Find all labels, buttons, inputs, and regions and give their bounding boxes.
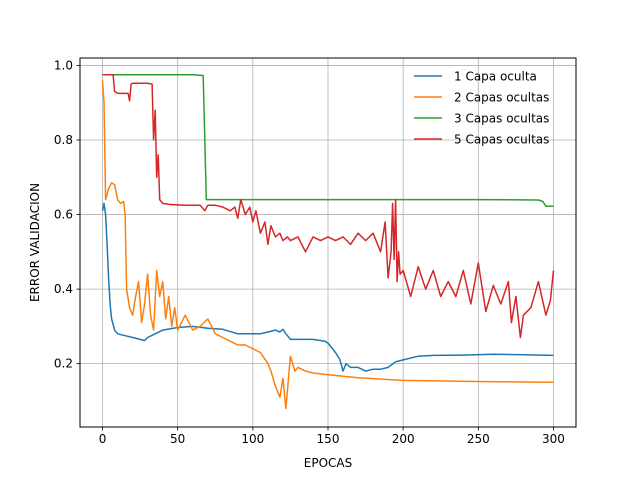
- y-tick-label: 1.0: [54, 58, 73, 72]
- legend-label: 5 Capas ocultas: [454, 133, 549, 147]
- y-tick-label: 0.2: [54, 357, 73, 371]
- series-line-3: [102, 74, 554, 208]
- x-tick-label: 250: [467, 432, 490, 446]
- legend: 1 Capa oculta 2 Capas ocultas 3 Capas ocul…: [414, 70, 549, 147]
- series-line-2: [101, 80, 554, 410]
- legend-label: 3 Capas ocultas: [454, 112, 549, 126]
- series-lines: [101, 74, 555, 410]
- x-tick-label: 0: [99, 432, 107, 446]
- axis-ticks: 0 50 100 150 200 250 300 0.2 0.4 0.6 0.8 1.0: [54, 58, 565, 446]
- series-line-1: [101, 202, 554, 372]
- series-line-4: [102, 74, 555, 339]
- y-tick-label: 0.6: [54, 208, 73, 222]
- legend-label: 1 Capa oculta: [454, 70, 537, 84]
- y-tick-label: 0.8: [54, 133, 73, 147]
- y-axis-label: ERROR VALIDACION: [28, 183, 42, 302]
- y-tick-label: 0.4: [54, 282, 73, 296]
- x-tick-label: 150: [317, 432, 340, 446]
- legend-label: 2 Capas ocultas: [454, 91, 549, 105]
- x-tick-label: 100: [241, 432, 264, 446]
- x-tick-label: 300: [542, 432, 565, 446]
- x-tick-label: 200: [392, 432, 415, 446]
- x-tick-label: 50: [170, 432, 185, 446]
- x-axis-label: EPOCAS: [304, 456, 352, 470]
